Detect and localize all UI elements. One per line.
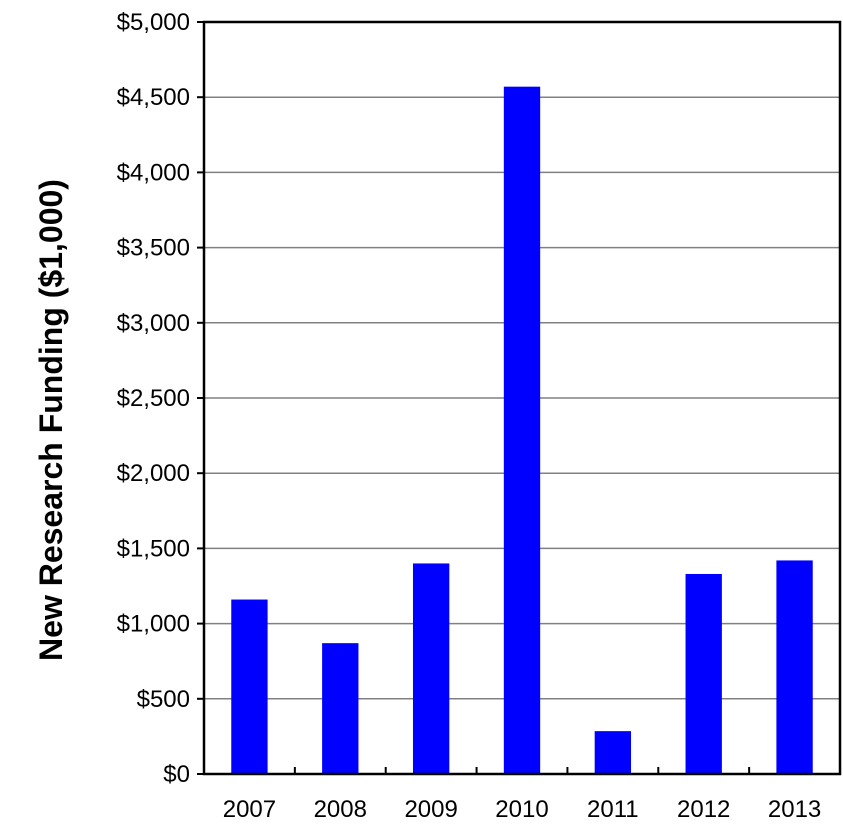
bar-2007	[231, 599, 268, 774]
bar-2011	[594, 731, 632, 774]
x-tick-label: 2011	[587, 796, 639, 823]
y-tick-labels: $0 $500 $1,000 $1,500 $2,000 $2,500 $3,000 $3,5…	[117, 9, 190, 788]
x-tick-label: 2013	[768, 796, 821, 823]
y-tick-label: $1,000	[117, 611, 190, 638]
plot-frame	[202, 20, 842, 776]
y-tick-label: $4,000	[117, 159, 190, 186]
y-axis-title: New Research Funding ($1,000)	[33, 179, 69, 661]
y-tick-label: $2,500	[117, 385, 190, 412]
y-tick-label: $3,500	[117, 235, 190, 262]
y-tick-label: $1,500	[117, 535, 190, 562]
bars	[231, 86, 813, 774]
x-tick-label: 2007	[223, 796, 276, 823]
x-tick-label: 2008	[314, 796, 367, 823]
bar-2010	[503, 86, 541, 774]
axes	[197, 20, 842, 776]
bar-2013	[776, 560, 813, 774]
bar-2012	[685, 573, 722, 774]
y-tick-label: $0	[163, 761, 190, 788]
y-tick-label: $2,000	[117, 460, 190, 487]
y-tick-label: $3,000	[117, 310, 190, 337]
bar-2009	[412, 563, 450, 774]
y-tick-label: $5,000	[117, 9, 190, 36]
y-tick-label: $500	[137, 686, 190, 713]
y-tick-label: $4,500	[117, 84, 190, 111]
x-tick-labels: 2007 2008 2009 2010 2011 2012 2013	[223, 796, 822, 823]
x-tick-label: 2012	[677, 796, 730, 823]
bar-2008	[322, 643, 359, 774]
x-tick-label: 2010	[495, 796, 548, 823]
x-tick-label: 2009	[404, 796, 457, 823]
